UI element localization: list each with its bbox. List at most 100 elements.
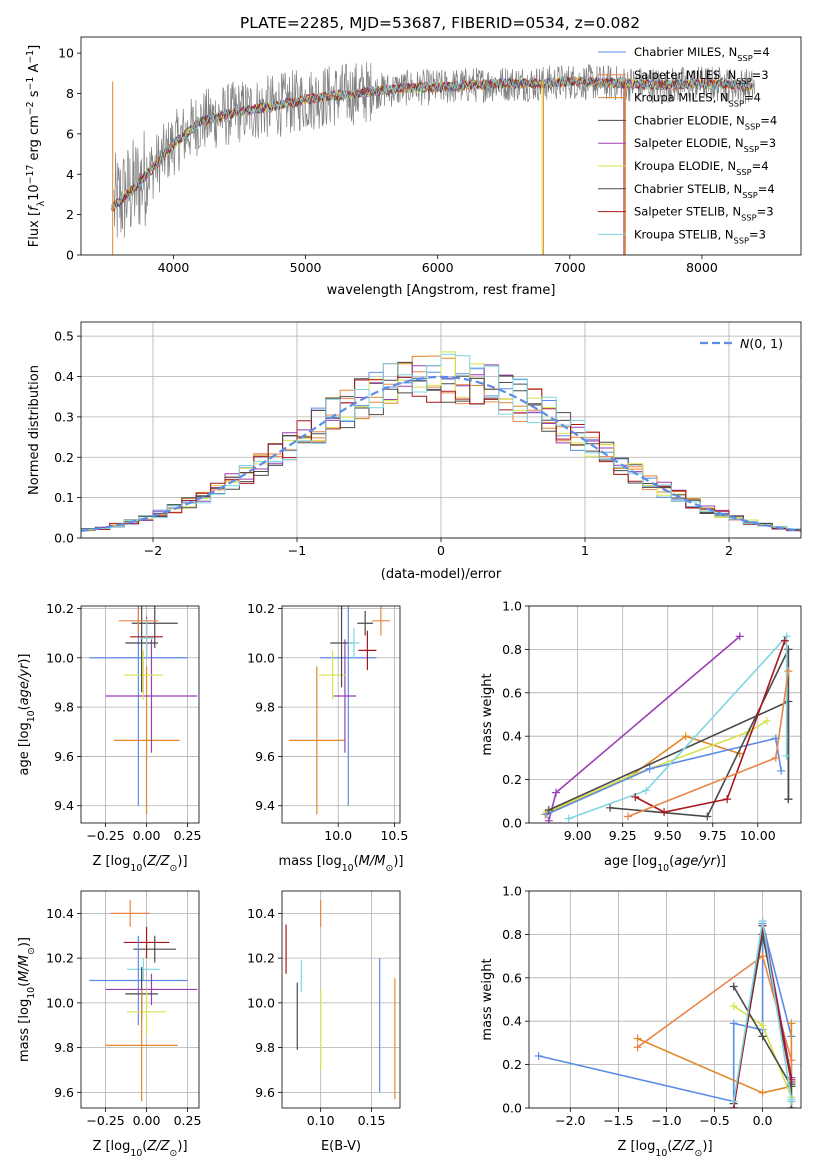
- axes-frame: [281, 605, 401, 824]
- errorbar-kroupa-stelib: [348, 628, 360, 658]
- x-tick-label: 5000: [290, 260, 322, 275]
- axes-frame: [528, 890, 802, 1109]
- errorbar-chabrier-stelib: [125, 606, 159, 693]
- y-tick-label: 10.2: [46, 951, 74, 966]
- series-point: [729, 982, 738, 991]
- y-tick-label: 0.6: [502, 970, 522, 985]
- y-tick-label: 10.0: [46, 995, 74, 1010]
- x-tick-label: 0.15: [358, 1113, 386, 1128]
- series-chabrier-stelib: [606, 645, 793, 821]
- chart-panel-3: −0.25 0.00 0.25 9.4 9.6 9.8 10.0 10.2 Z [log10(Z…: [17, 601, 202, 874]
- series-point: [735, 632, 744, 641]
- errorbar-kroupa-elodie: [126, 989, 167, 1035]
- axes-frame: [281, 890, 401, 1109]
- x-tick-label: 0: [437, 543, 445, 558]
- series-point: [758, 1032, 767, 1041]
- y-tick-label: 10.0: [247, 995, 275, 1010]
- series-point: [606, 803, 615, 812]
- series-point: [633, 1043, 642, 1052]
- chart-panel-7: 0.10 0.15 9.6 9.8 10.0 10.2 10.4 E(B-V): [247, 890, 401, 1154]
- axes-frame: [80, 605, 200, 824]
- y-tick-label: 1.0: [502, 599, 522, 614]
- series-point: [642, 786, 651, 795]
- y-tick-label: 0.8: [502, 927, 522, 942]
- y-tick-label: 9.8: [54, 700, 74, 715]
- legend-entry: Kroupa MILES, NSSP=4: [634, 91, 761, 109]
- x-tick-label: 2: [725, 543, 733, 558]
- errorbar-chabrier-miles: [89, 606, 188, 806]
- errorbar-chabrier-elodie: [133, 935, 177, 963]
- plot-area: [541, 632, 793, 823]
- errorbar-kroupa-elodie: [123, 650, 163, 700]
- series-point: [758, 1021, 767, 1030]
- legend-entry: Salpeter MILES, NSSP=3: [634, 68, 769, 86]
- x-tick-label: 9.50: [654, 828, 682, 843]
- errorbar-salpeter-miles: [371, 606, 390, 636]
- series-point: [645, 764, 654, 773]
- series-kroupa-stelib: [729, 917, 796, 1106]
- y-tick-label: 10.4: [247, 906, 275, 921]
- series-point: [703, 812, 712, 821]
- x-axis-label: Z [log10(Z/Z⊙)]: [617, 1139, 712, 1159]
- errorbar-salpeter-elodie: [333, 639, 357, 753]
- series-point: [784, 645, 793, 654]
- series-point: [564, 814, 573, 823]
- model-line-kroupa-stelib: [111, 76, 754, 210]
- series-point: [762, 717, 771, 726]
- figure-title: PLATE=2285, MJD=53687, FIBERID=0534, z=0…: [240, 14, 640, 32]
- series-chabrier-miles: [534, 919, 796, 1106]
- legend-entry: Chabrier MILES, NSSP=4: [634, 45, 770, 63]
- y-tick-label: 9.8: [54, 1040, 74, 1055]
- y-tick-label: 6: [66, 126, 74, 141]
- errorbar-kroupa-stelib: [126, 958, 160, 981]
- y-tick-label: 0.1: [54, 490, 74, 505]
- errorbar-salpeter-stelib: [123, 926, 170, 959]
- series-line: [637, 1023, 793, 1094]
- x-tick-label: 6000: [422, 260, 454, 275]
- series-point: [624, 812, 633, 821]
- series-point: [782, 632, 791, 641]
- x-tick-label: 0.25: [174, 828, 202, 843]
- y-tick-label: 10.0: [46, 650, 74, 665]
- axes-frame: [80, 321, 802, 539]
- y-tick-label: 10.2: [46, 601, 74, 616]
- plot-area: [285, 899, 396, 1100]
- x-tick-label: 0.0: [753, 1113, 773, 1128]
- histogram-chabrier-elodie: [81, 361, 801, 531]
- x-tick-label: −2.0: [555, 1113, 585, 1128]
- series-point: [544, 816, 553, 823]
- series-point: [681, 732, 690, 741]
- y-tick-label: 0.4: [502, 729, 522, 744]
- y-tick-label: 9.6: [255, 1085, 275, 1100]
- errorbar-chabrier-elodie: [357, 610, 374, 636]
- series-point: [782, 751, 791, 760]
- series-point: [729, 1002, 738, 1011]
- x-axis-label: E(B-V): [321, 1139, 361, 1154]
- errorbar-salpeter-miles: [118, 608, 159, 634]
- x-axis-label: Z [log10(Z/Z⊙)]: [92, 1139, 187, 1159]
- x-tick-label: 10.00: [740, 828, 776, 843]
- plot-area: [534, 917, 796, 1108]
- series-point: [534, 1051, 543, 1060]
- series-point: [784, 795, 793, 804]
- errorbar-kroupa-stelib: [140, 618, 154, 658]
- series-salpeter-miles: [624, 667, 793, 821]
- x-axis-label: age [log10(age/yr)]: [604, 854, 726, 874]
- series-point: [758, 952, 767, 961]
- chart-panel-5: 9.00 9.25 9.50 9.75 10.00 0.0 0.2 0.4 0.6 0.8 1.0 a…: [480, 599, 802, 874]
- y-tick-label: 9.8: [255, 1040, 275, 1055]
- plot-area: [81, 351, 801, 532]
- series-point: [784, 667, 793, 676]
- y-tick-label: 0.4: [502, 1014, 522, 1029]
- series-line: [634, 640, 786, 813]
- x-axis-label: mass [log10(M/M⊙)]: [279, 854, 404, 874]
- plot-area: [89, 606, 198, 815]
- errorbar-chabrier-miles: [89, 935, 188, 1026]
- histogram-kroupa-stelib: [81, 353, 801, 530]
- series-point: [777, 766, 786, 775]
- y-tick-label: 0.4: [54, 369, 74, 384]
- y-axis-label: mass [log10(M/M⊙)]: [17, 937, 37, 1062]
- y-tick-label: 9.6: [54, 749, 74, 764]
- x-tick-label: −0.5: [699, 1113, 729, 1128]
